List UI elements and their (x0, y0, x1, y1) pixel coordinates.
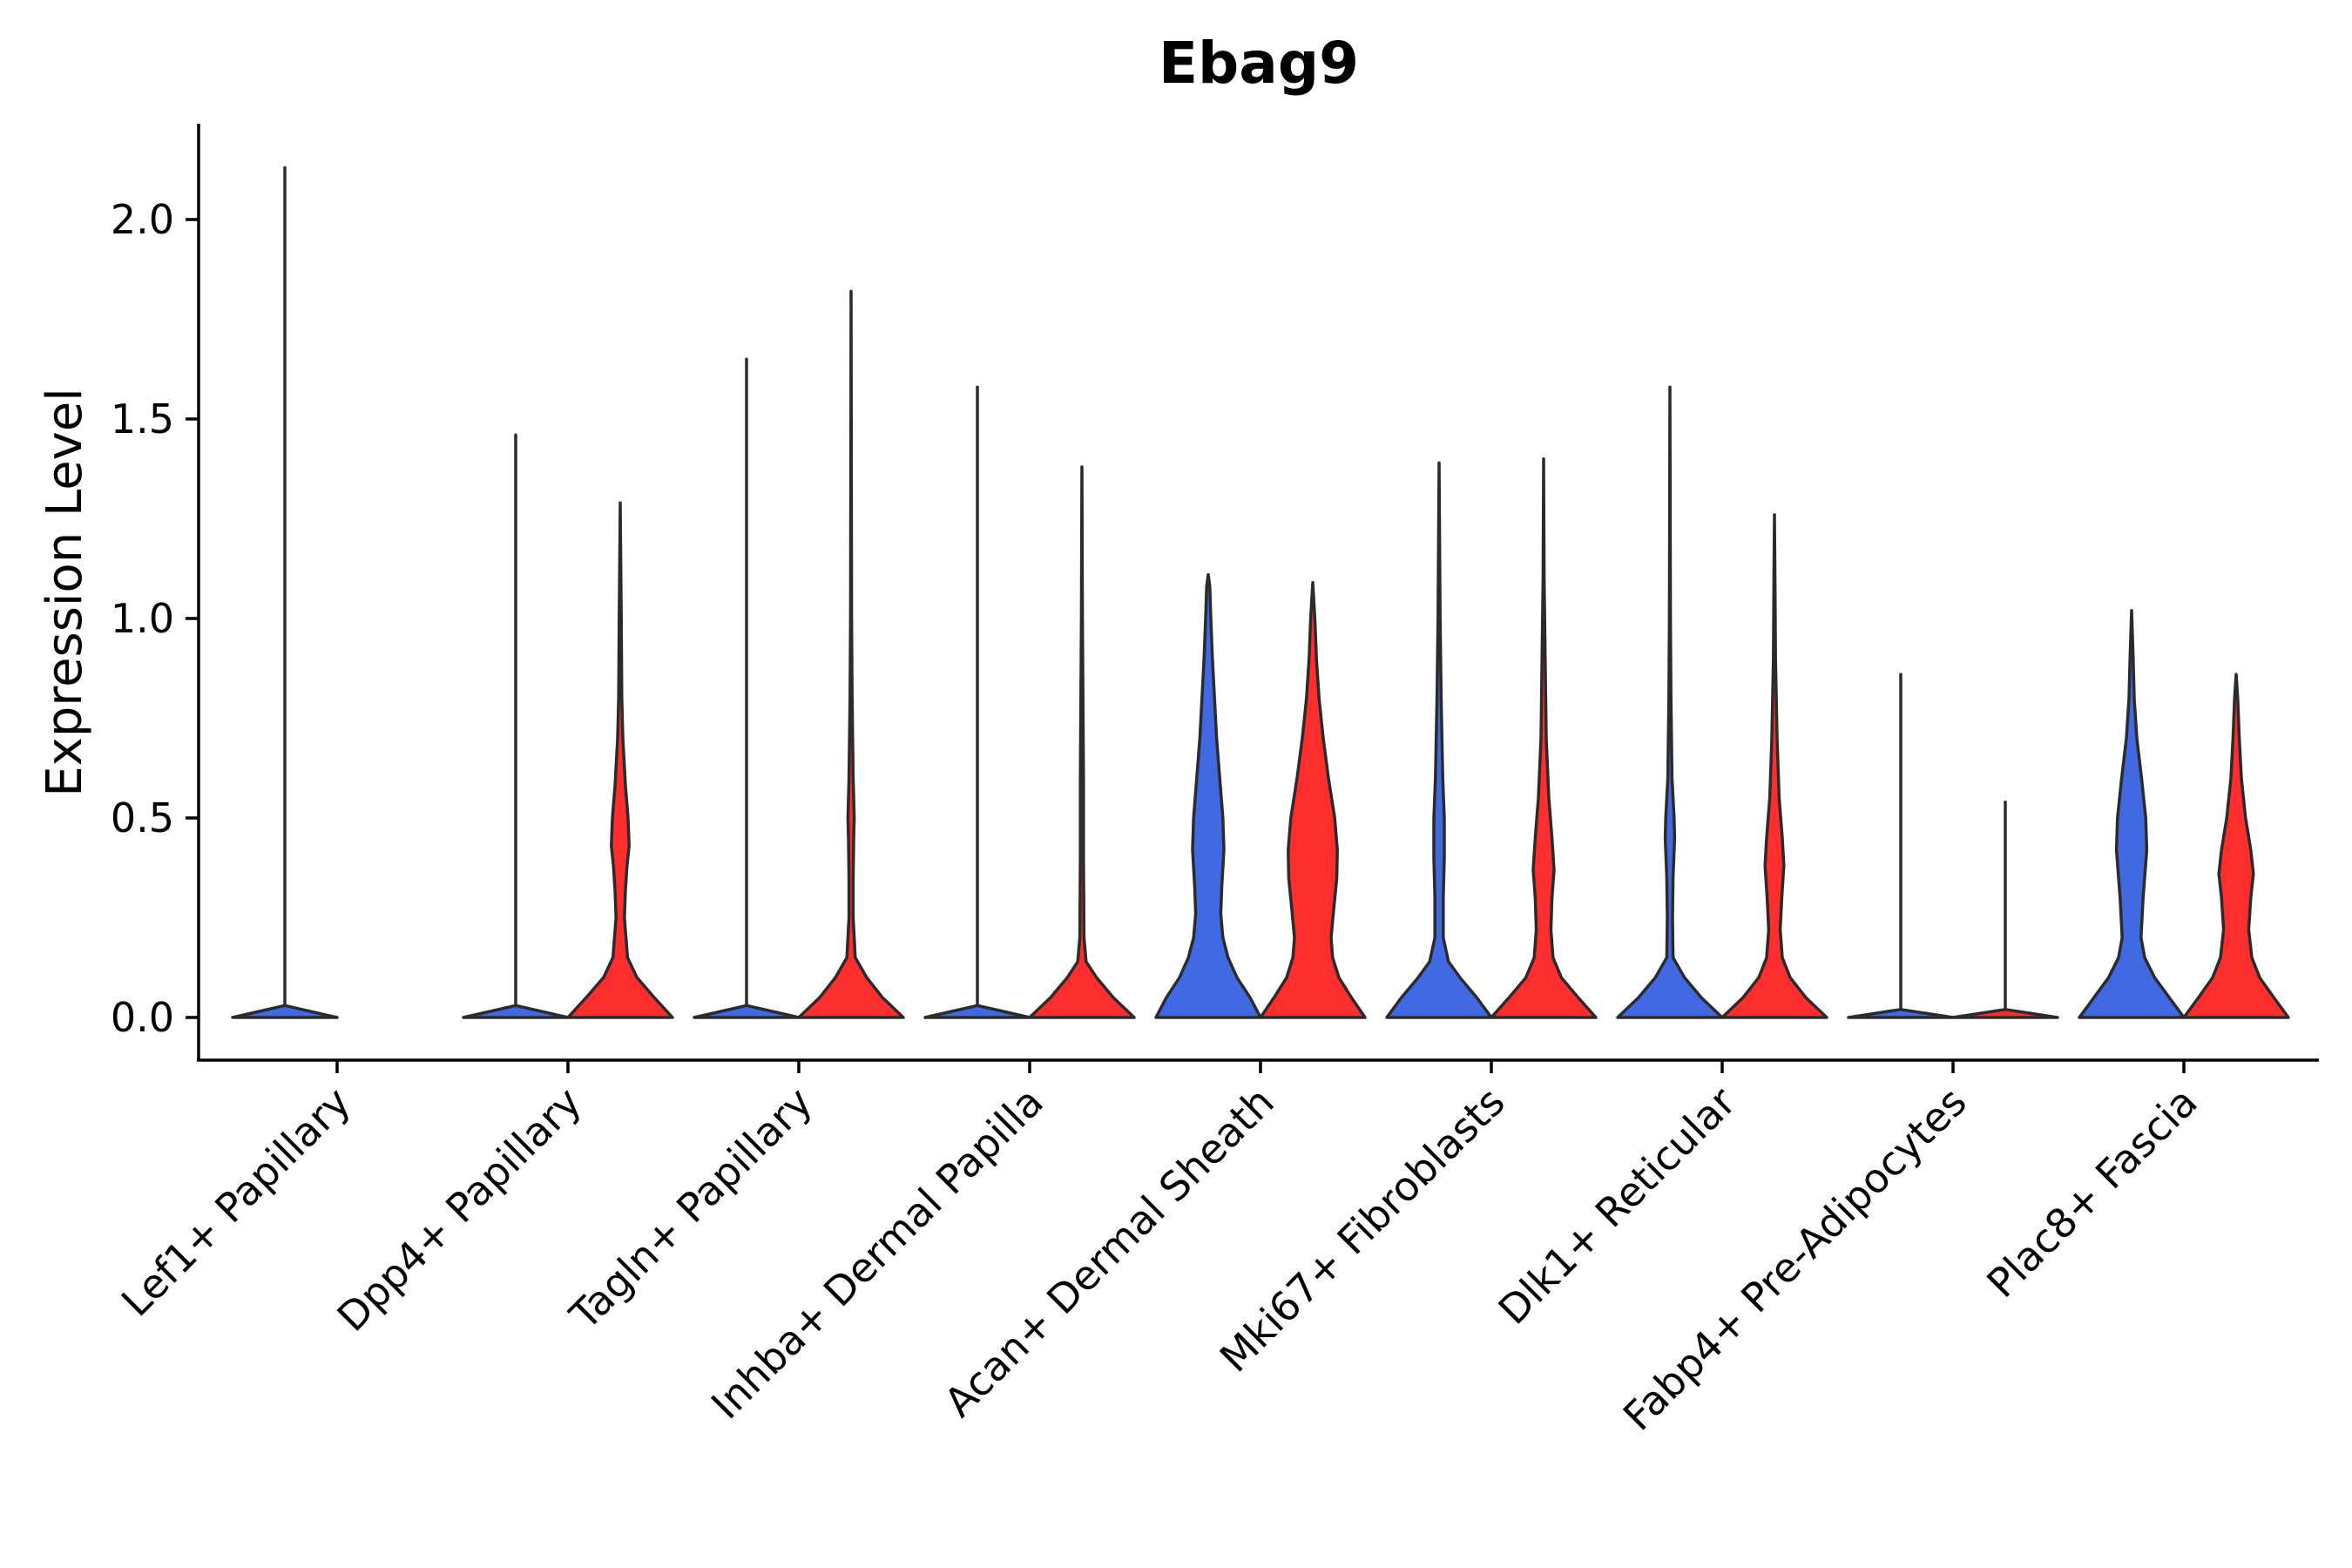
violin-group1 (2078, 609, 2186, 1019)
y-tick-label: 1.0 (111, 595, 174, 642)
violin-group1 (1154, 572, 1262, 1019)
violin-group1 (1385, 461, 1493, 1019)
violin-group1 (693, 357, 801, 1019)
violin-group2 (1259, 581, 1367, 1019)
violin-group2 (797, 289, 905, 1019)
category-label: Dlk1+ Reticular (1490, 1078, 1745, 1334)
y-axis-label: Expression Level (37, 388, 93, 797)
category-label: Tagln+ Papillary (560, 1078, 821, 1340)
violin-group1 (1616, 385, 1724, 1019)
violin-group1 (231, 166, 339, 1019)
violin-group2 (1028, 465, 1136, 1019)
violin-group1 (462, 433, 570, 1019)
y-tick-label: 0.0 (111, 994, 174, 1041)
violin-group2 (1490, 457, 1598, 1019)
violin-group1 (923, 385, 1031, 1019)
y-tick-label: 0.5 (111, 794, 174, 841)
category-label: Dpp4+ Papillary (328, 1078, 591, 1341)
y-tick-label: 1.5 (111, 395, 174, 443)
violin-group1 (1847, 672, 1955, 1019)
violin-group2 (1720, 513, 1828, 1019)
category-label: Lef1+ Papillary (112, 1078, 360, 1326)
y-axis-ticks: 0.0 0.5 1.0 1.5 2.0 (111, 196, 199, 1041)
y-tick-label: 2.0 (111, 196, 174, 243)
violin-marks (231, 166, 2290, 1019)
chart-title: Ebag9 (1159, 30, 1359, 97)
violin-group2 (566, 501, 674, 1019)
violin-group2 (2182, 672, 2290, 1019)
category-label: Plac8+ Fascia (1977, 1078, 2206, 1307)
violin-group2 (1951, 800, 2059, 1019)
